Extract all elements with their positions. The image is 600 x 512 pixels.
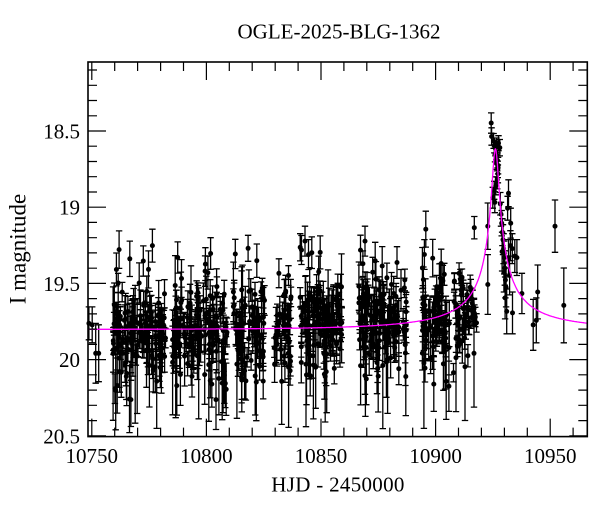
svg-text:10900: 10900 (409, 444, 462, 468)
svg-text:19: 19 (59, 196, 80, 220)
svg-text:10850: 10850 (295, 444, 348, 468)
svg-text:20.5: 20.5 (43, 424, 80, 448)
svg-text:10950: 10950 (524, 444, 577, 468)
svg-text:20: 20 (59, 348, 80, 372)
svg-text:I magnitude: I magnitude (6, 194, 31, 305)
svg-text:10750: 10750 (66, 444, 119, 468)
svg-text:18.5: 18.5 (43, 120, 80, 144)
svg-text:10800: 10800 (180, 444, 233, 468)
svg-text:HJD - 2450000: HJD - 2450000 (271, 473, 404, 497)
svg-text:OGLE-2025-BLG-1362: OGLE-2025-BLG-1362 (238, 20, 441, 44)
svg-text:19.5: 19.5 (43, 272, 80, 296)
